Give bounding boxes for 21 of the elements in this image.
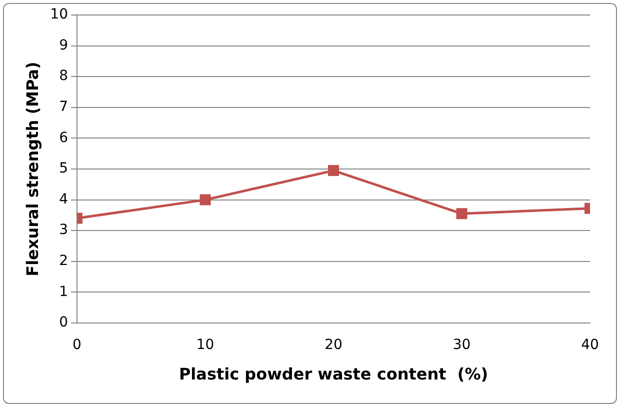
x-axis-title: Plastic powder waste content (%) [178,364,488,384]
x-tick-label: 20 [324,337,342,354]
point [328,165,339,176]
x-tick-label: 10 [196,337,214,354]
y-tick-label: 1 [59,284,68,300]
y-tick-label: 9 [59,37,68,54]
x-tick-label: 0 [72,337,82,354]
y-tick-label: 10 [50,6,68,23]
y-axis-title: Flexural strength (MPa) [22,62,42,276]
y-tick-label: 8 [59,68,68,84]
y-tick-label: 3 [59,222,68,238]
x-tick-label: 40 [581,337,599,354]
point [456,208,468,220]
y-tick-label: 4 [59,191,68,208]
y-tick-label: 5 [59,160,68,177]
y-tick-label: 6 [59,130,68,146]
y-tick-label: 0 [59,314,68,331]
x-tick-label: 30 [452,337,471,354]
y-tick-label: 2 [59,253,68,270]
point [200,194,211,206]
y-tick-label: 7 [59,99,68,116]
